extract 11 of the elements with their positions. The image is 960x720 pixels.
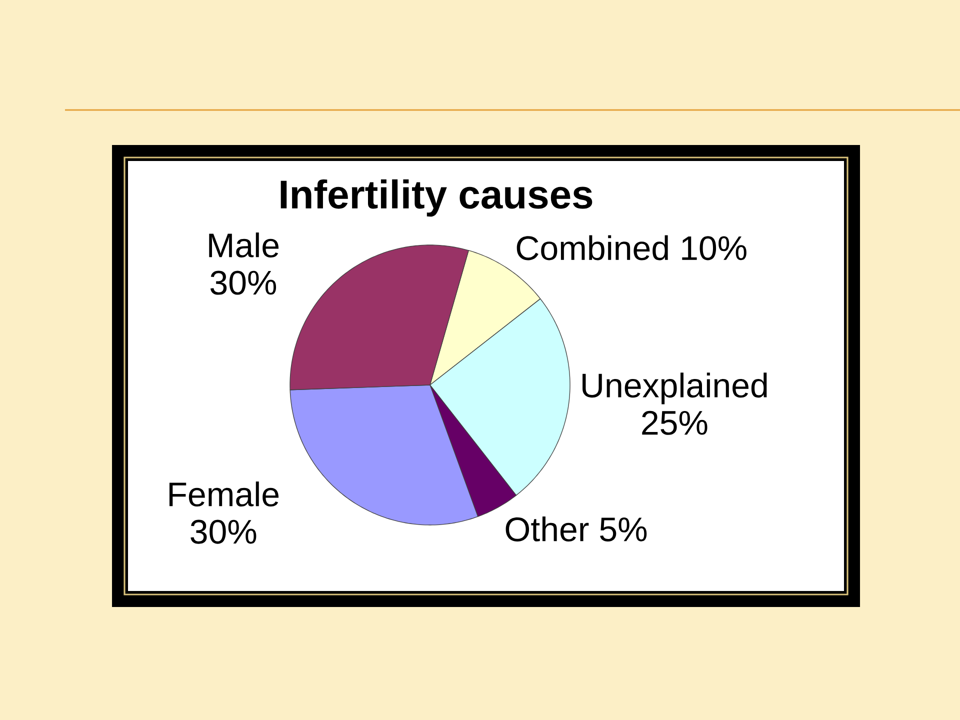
slice-label: Female bbox=[169, 482, 279, 506]
data-label: 25% bbox=[642, 410, 708, 435]
slice-label: Other bbox=[506, 516, 589, 542]
data-label: 5% bbox=[600, 518, 647, 542]
data-label: 30% bbox=[210, 270, 276, 295]
slice-label: Male bbox=[209, 232, 279, 258]
data-label: 10% bbox=[682, 236, 746, 260]
slice-label: Unexplained bbox=[582, 372, 767, 404]
slice-label: Combined bbox=[516, 235, 668, 260]
chart-title: Infertility causes bbox=[280, 179, 592, 217]
data-label: 30% bbox=[190, 520, 256, 544]
